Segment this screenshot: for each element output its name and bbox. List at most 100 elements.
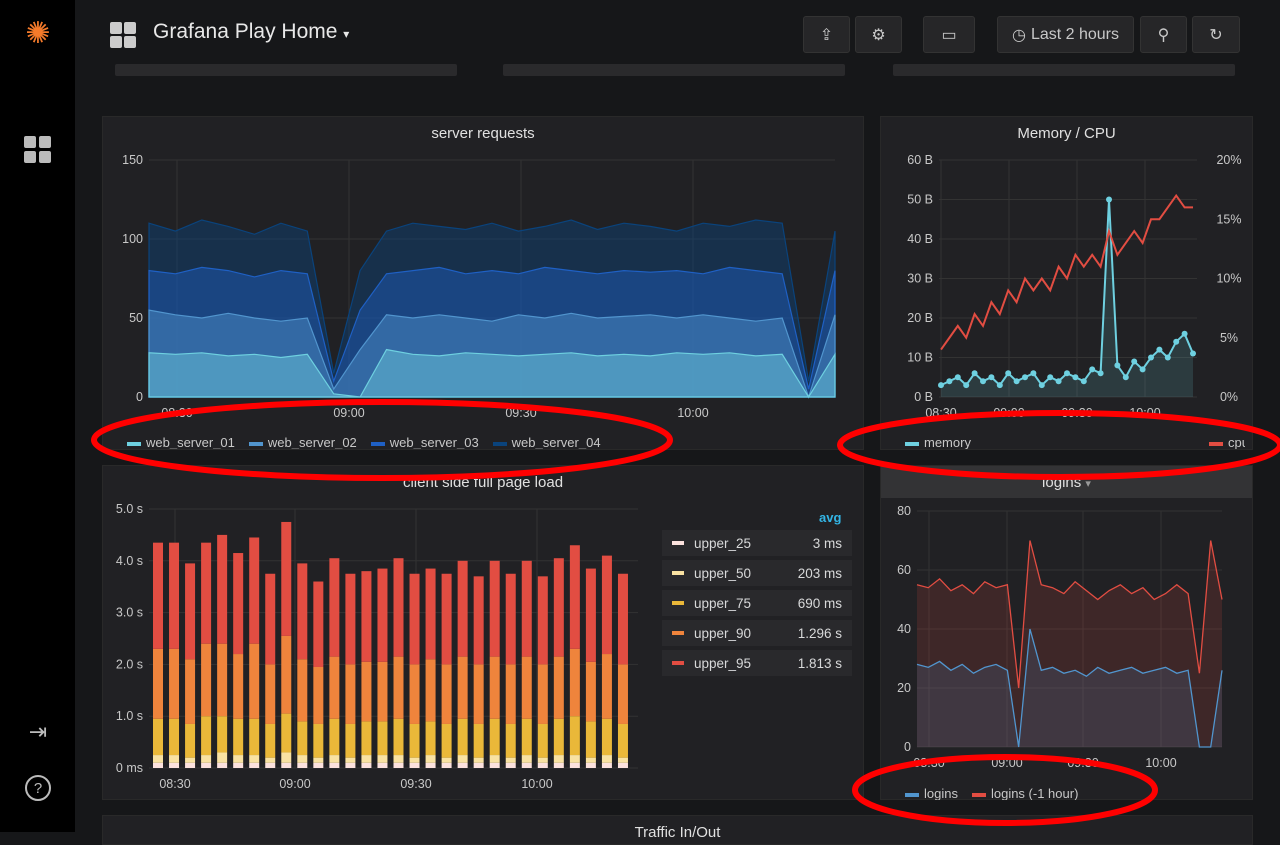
page-load-chart[interactable]: 5.0 s 4.0 s 3.0 s 2.0 s 1.0 s 0 ms 08:30 09:00 0… [103,491,663,801]
bar-upper_75 [217,716,228,753]
bar-upper_25 [377,762,388,768]
memory-cpu-chart[interactable]: 60 B 50 B 40 B 30 B 20 B 10 B 0 B 08:30 09:00 09:… [881,142,1254,452]
refresh-button[interactable]: ↻ [1192,16,1240,53]
bar-upper_75 [537,723,548,758]
legend-row-upper_50[interactable]: upper_50 203 ms [662,560,852,586]
previous-panel-stub [115,64,457,76]
series-color-swatch [672,631,684,635]
legend-item-cpu[interactable]: cpu [1209,435,1245,449]
bar-upper_75 [377,721,388,756]
bar-upper_50 [329,755,340,763]
y-tick-label: 10 B [907,351,933,365]
legend-row-upper_75[interactable]: upper_75 690 ms [662,590,852,616]
bar-upper_25 [185,762,196,768]
bar-upper_25 [585,762,596,768]
bar-upper_50 [617,757,628,763]
y-tick-label: 0 ms [116,761,143,775]
bar-upper_90 [521,656,532,719]
bar-upper_90 [233,654,244,719]
dashboards-icon[interactable] [20,132,56,168]
memory-point [1139,366,1146,373]
bar-upper_25 [233,762,244,768]
memory-point [1013,378,1020,385]
x-tick-label: 08:30 [925,406,956,420]
grafana-logo-icon[interactable]: ✺ [25,16,51,50]
memory-point [980,378,986,385]
bar-upper_75 [249,718,260,756]
bar-upper_50 [249,755,260,763]
legend-avg-header[interactable]: avg [819,510,842,525]
settings-button[interactable]: ⚙ [855,16,902,53]
help-icon[interactable]: ? [20,770,56,806]
panel-title[interactable]: client side full page load [402,474,564,491]
panel-title[interactable]: Traffic In/Out [634,824,721,841]
share-button[interactable]: ⇪ [803,16,850,53]
panel-title[interactable]: logins ▾ [881,474,1252,491]
bar-upper_50 [361,755,372,763]
bar-upper_50 [217,752,228,763]
bar-upper_95 [153,542,163,649]
bar-upper_50 [393,755,404,763]
legend-row-upper_90[interactable]: upper_90 1.296 s [662,620,852,646]
series-name: upper_90 [694,625,752,641]
legend-item-logins-prev[interactable]: logins (-1 hour) [971,786,1078,800]
bar-upper_25 [425,762,436,768]
bar-upper_50 [425,755,436,763]
bar-upper_25 [153,762,163,768]
dashboard-title[interactable]: Grafana Play Home ▾ [153,20,349,44]
legend-item[interactable]: web_server_02 [248,435,357,449]
legend-row-upper_25[interactable]: upper_25 3 ms [662,530,852,556]
y-tick-label: 0 B [914,390,933,404]
memory-point [1072,374,1079,381]
x-tick-label: 09:30 [1061,406,1092,420]
bar-upper_50 [553,755,564,763]
sign-in-icon[interactable]: ⇥ [28,719,48,744]
memory-point [1022,374,1028,381]
memory-point [1190,350,1196,357]
panel-title[interactable]: Memory / CPU [1017,125,1116,142]
bar-upper_90 [473,664,484,724]
series-area-web_server_02 [148,309,836,399]
series-avg: 690 ms [797,595,842,611]
bar-upper_95 [169,542,180,649]
memory-point [963,382,970,389]
bar-upper_75 [425,721,436,756]
legend-item-logins[interactable]: logins [905,786,958,800]
series-avg: 1.296 s [797,625,842,641]
bar-upper_25 [441,762,452,768]
tv-mode-button[interactable]: ▭ [923,16,975,53]
logins-chart[interactable]: 80 60 40 20 008:30 09:00 09:30 10:00 [881,491,1254,801]
server-requests-chart[interactable]: 150 100 50 0 08:30 09:00 09:30 10:00 [103,142,865,452]
y-tick-label: 20 [897,681,911,695]
time-picker-button[interactable]: ◷ Last 2 hours [997,16,1134,53]
bar-upper_25 [617,762,628,768]
memory-point [996,382,1003,389]
bar-upper_90 [265,664,276,724]
share-icon: ⇪ [819,26,834,44]
bar-upper_95 [329,558,340,657]
panel-title[interactable]: server requests [431,125,535,142]
x-tick-label: 08:30 [159,777,190,791]
bar-upper_95 [569,545,580,649]
legend-item[interactable]: web_server_01 [127,435,235,449]
bar-upper_90 [553,656,564,719]
bar-upper_50 [377,755,388,763]
refresh-icon: ↻ [1209,26,1223,44]
series-name: upper_75 [694,595,752,611]
bar-upper_95 [249,537,260,644]
zoom-out-button[interactable]: ⚲ [1140,16,1187,53]
bar-upper_75 [457,718,468,756]
bar-upper_50 [185,757,196,763]
memory-point [1047,374,1054,381]
bar-upper_75 [409,723,420,758]
bar-upper_50 [473,757,484,763]
legend-row-upper_95[interactable]: upper_95 1.813 s [662,650,852,676]
legend-item[interactable]: web_server_03 [370,435,479,449]
bar-upper_75 [601,718,612,756]
legend-item-memory[interactable]: memory [905,435,971,449]
series-line [916,628,1223,748]
legend-item[interactable]: web_server_04 [492,435,601,449]
y-right-tick-label: 5% [1220,331,1238,345]
bar-upper_75 [585,721,596,758]
bar-upper_75 [617,723,628,758]
